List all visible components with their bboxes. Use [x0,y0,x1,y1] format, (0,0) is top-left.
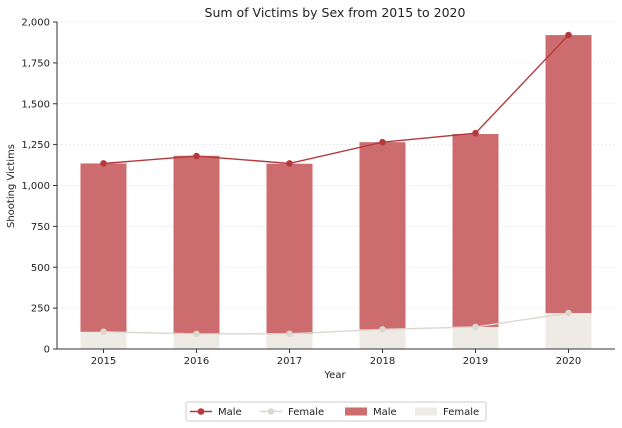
bar-male [80,163,127,332]
y-tick-label: 1,500 [21,99,50,110]
x-tick-label: 2015 [91,356,116,367]
line-female [103,312,569,335]
x-tick-label: 2017 [277,356,302,367]
x-tick-label: 2016 [184,356,209,367]
bar-female [359,329,406,349]
bar-female [173,333,220,349]
y-tick-label: 1,000 [21,181,50,192]
lines [100,31,572,338]
x-ticks: 2015 2016 2017 2018 2019 2020 [91,349,581,367]
y-tick-label: 1,750 [21,58,50,69]
point-male [379,138,386,146]
bar-male [266,163,313,334]
point-female [286,330,293,338]
bar-female [545,313,592,349]
point-female [472,323,479,331]
bar-male [545,35,592,314]
x-tick-label: 2019 [463,356,488,367]
bar-male [173,155,220,334]
grid [57,21,615,309]
legend-swatch-female [415,407,437,416]
legend-label-female: Female [443,407,479,418]
legend-label-male: Male [373,407,397,418]
legend-swatch-male [345,407,367,416]
chart-title: Sum of Victims by Sex from 2015 to 2020 [205,5,466,20]
bar-female [80,331,127,349]
y-tick-label: 2,000 [21,18,50,29]
bars [80,35,592,349]
y-tick-label: 500 [31,263,50,274]
bar-female [452,326,499,349]
point-female [193,330,200,338]
y-axis-title: Shooting Victims [6,144,17,228]
x-tick-label: 2020 [556,356,581,367]
point-male [565,31,572,39]
point-male [472,129,479,137]
point-male [193,152,200,160]
legend-label-female: Female [288,407,324,418]
legend-marker-female [267,408,275,415]
y-ticks: 0 250 500 750 1,000 1,250 1,500 1,750 2,000 [21,18,57,356]
legend-frame [185,401,487,422]
axes [56,22,615,350]
point-female [100,328,107,336]
point-male [286,160,293,167]
bar-male [452,133,499,327]
legend: Male Female Male Female [185,401,487,422]
x-axis-title: Year [323,370,346,381]
legend-label-male: Male [218,407,242,418]
y-tick-label: 250 [31,304,50,315]
bar-male [359,142,406,330]
y-tick-label: 1,250 [21,140,50,151]
point-female [565,309,572,317]
y-tick-label: 750 [31,222,50,233]
legend-marker-male [197,408,205,415]
line-male [103,34,570,165]
x-tick-label: 2018 [370,356,395,367]
y-tick-label: 0 [44,345,50,356]
bar-female [266,333,313,349]
point-female [379,326,386,333]
point-male [100,160,107,167]
